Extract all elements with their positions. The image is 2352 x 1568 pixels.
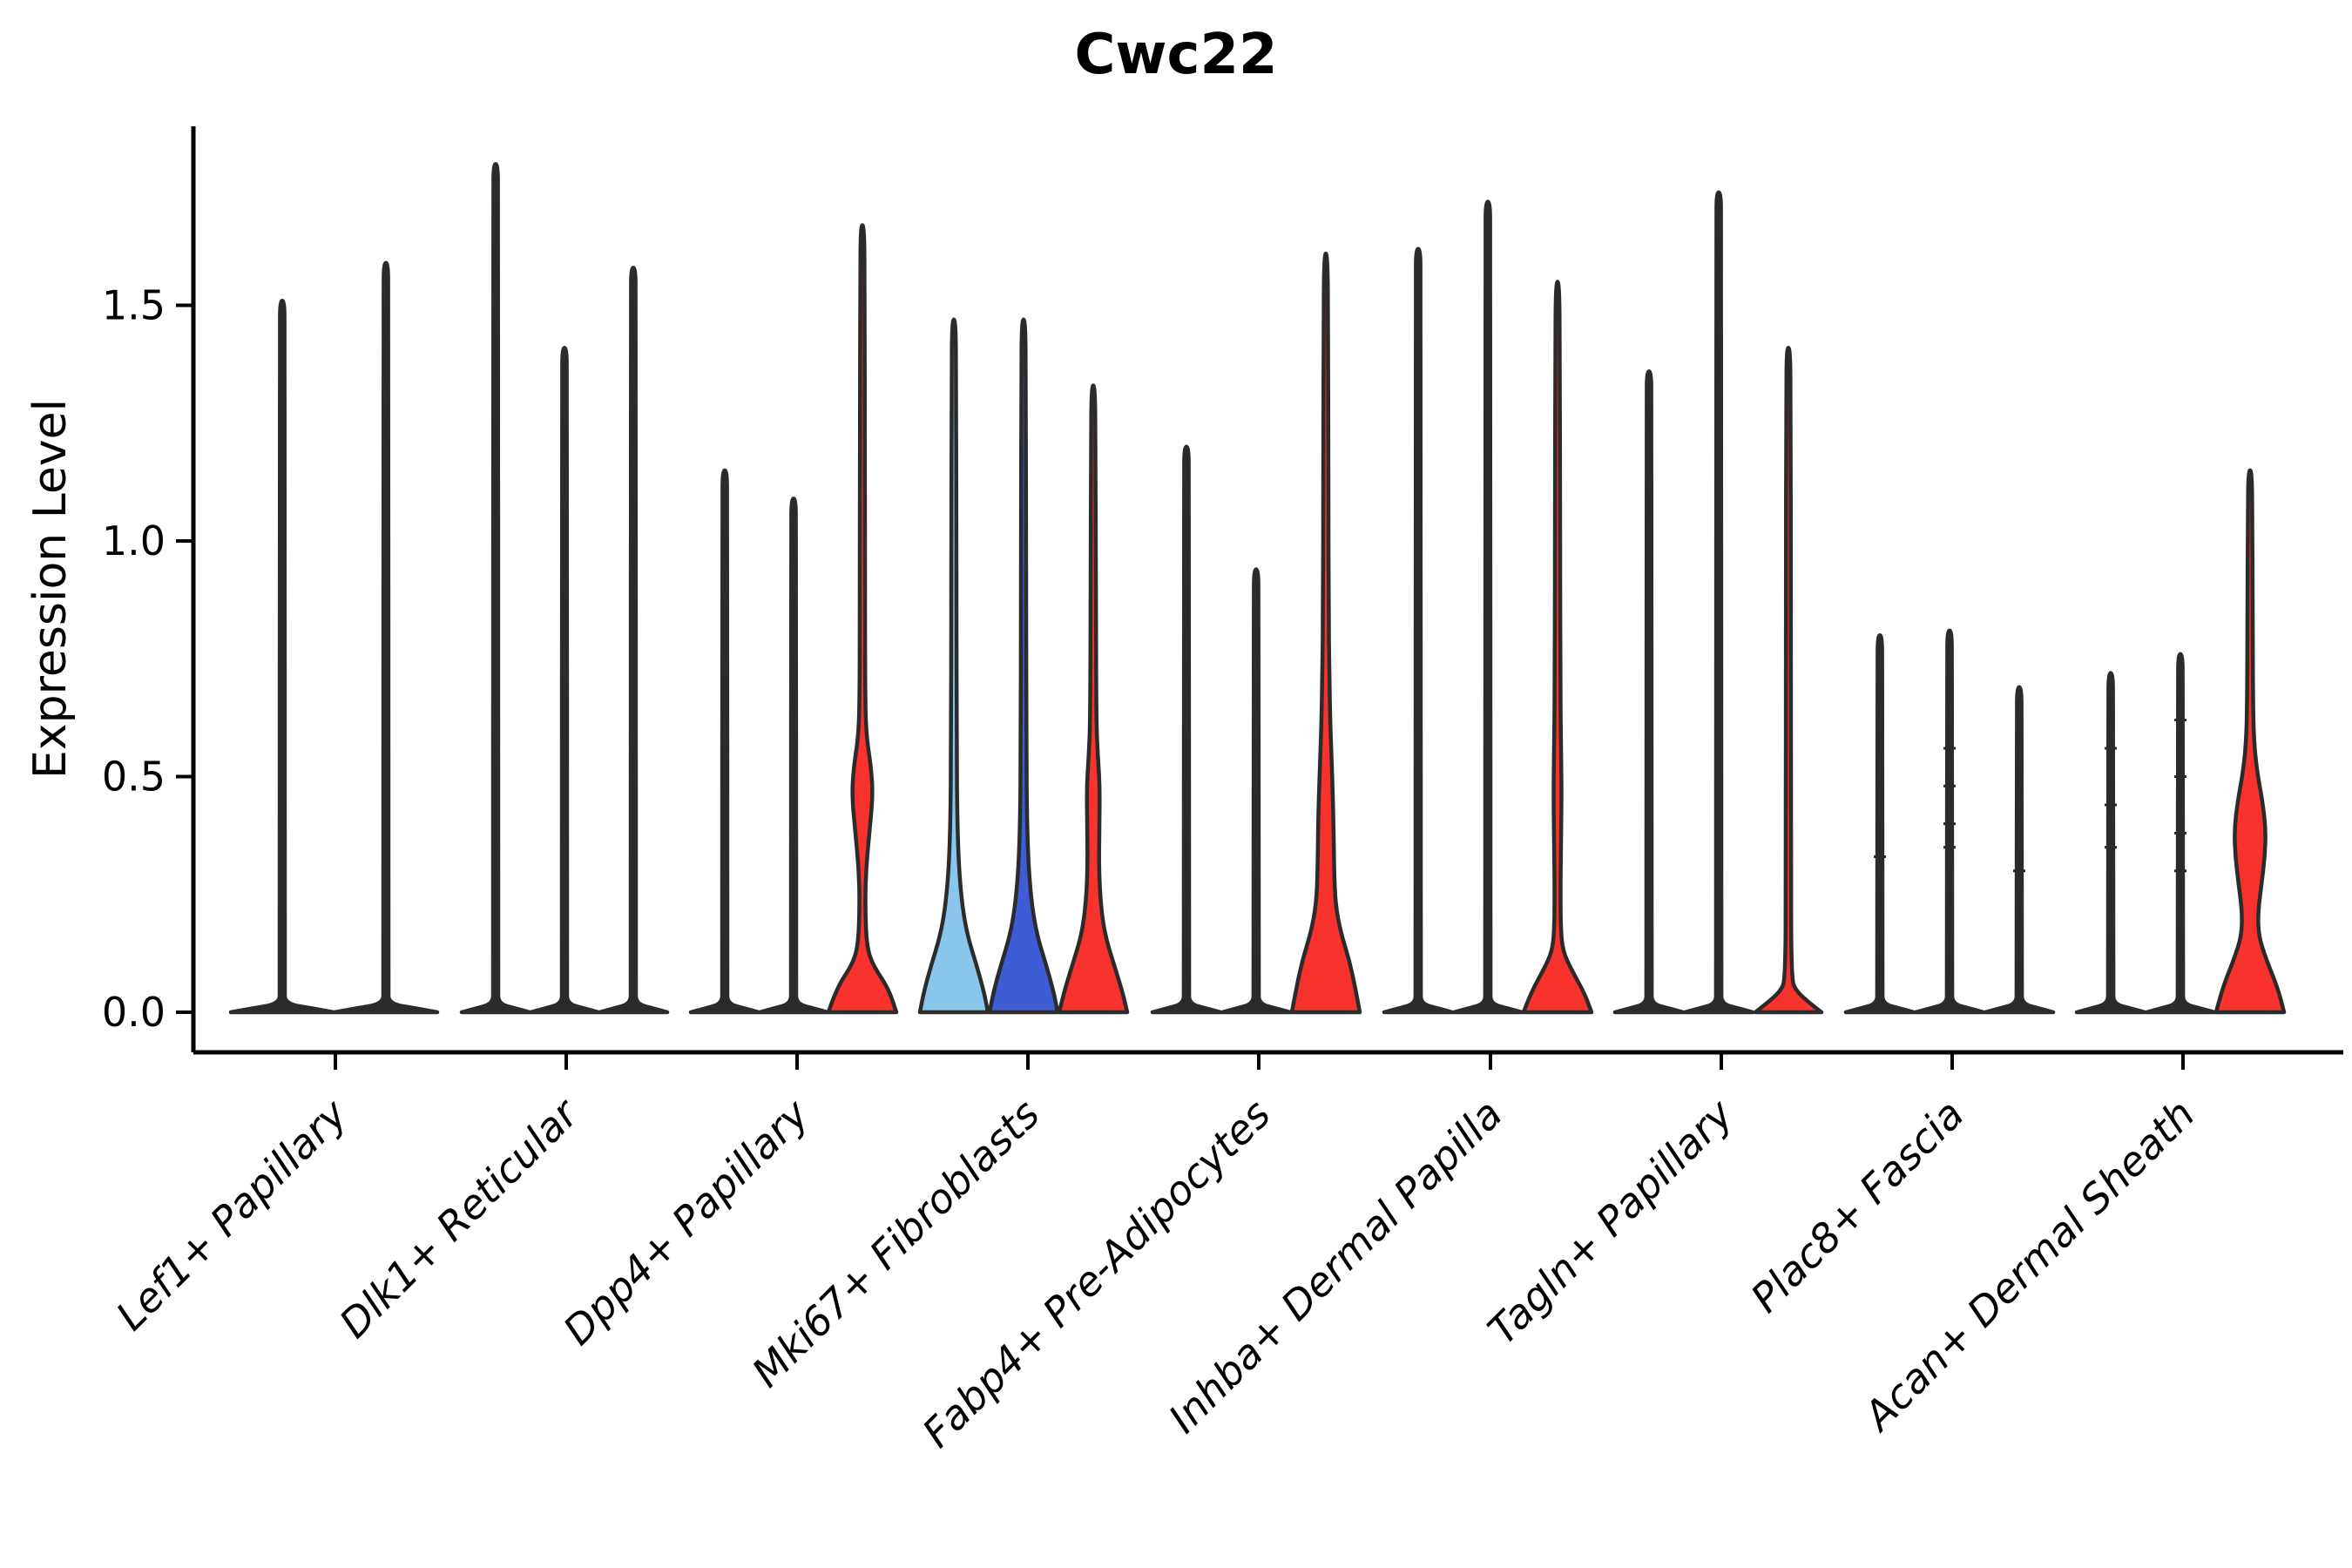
violin-tagln-papillary-2: [1753, 345, 1824, 1015]
y-tick-label: 1.0: [102, 517, 166, 564]
violin-acan-dermal-sheath-0: [2074, 671, 2147, 1015]
violin-lef1-papillary-0: [228, 298, 336, 1015]
x-tick-label-lef1-papillary: Lef1+ Papillary: [107, 1090, 356, 1339]
x-tick-label-dlk1-reticular: Dlk1+ Reticular: [330, 1088, 589, 1347]
violin-fabp4-pre-adipocytes-0: [1150, 444, 1223, 1015]
violin-inhba-dermal-papilla-1: [1451, 199, 1524, 1015]
violin-dlk1-reticular-1: [528, 345, 601, 1015]
chart-title: Cwc22: [1074, 23, 1278, 87]
violin-lef1-papillary-1: [332, 260, 440, 1015]
violin-inhba-dermal-papilla-0: [1382, 247, 1455, 1015]
violin-dpp4-papillary-0: [688, 468, 761, 1015]
x-tick-label-tagln-papillary: Tagln+ Papillary: [1478, 1090, 1742, 1354]
violin-dpp4-papillary-1: [757, 497, 830, 1015]
violin-acan-dermal-sheath-2: [2213, 468, 2287, 1015]
violin-plac8-fascia-0: [1843, 632, 1916, 1015]
violin-dlk1-reticular-2: [597, 265, 670, 1015]
violin-tagln-papillary-0: [1612, 368, 1686, 1015]
violin-fabp4-pre-adipocytes-2: [1289, 251, 1362, 1015]
violin-plac8-fascia-1: [1913, 628, 1986, 1015]
violin-mki67-fibroblasts-2: [1057, 383, 1130, 1015]
y-tick-label: 0.0: [102, 989, 166, 1036]
violin-dlk1-reticular-0: [459, 161, 532, 1015]
violin-tagln-papillary-1: [1682, 190, 1755, 1015]
x-tick-label-dpp4-papillary: Dpp4+ Papillary: [554, 1090, 818, 1354]
y-tick-label: 1.5: [102, 282, 166, 329]
x-tick-label-plac8-fascia: Plac8+ Fascia: [1741, 1091, 1972, 1321]
violin-fabp4-pre-adipocytes-1: [1220, 567, 1293, 1015]
violin-mki67-fibroblasts-0: [917, 317, 990, 1015]
violin-plac8-fascia-2: [1983, 685, 2056, 1015]
violin-mki67-fibroblasts-1: [987, 317, 1060, 1015]
y-tick-label: 0.5: [102, 754, 166, 801]
violin-dpp4-papillary-2: [826, 223, 899, 1015]
violin-inhba-dermal-papilla-2: [1521, 280, 1594, 1015]
